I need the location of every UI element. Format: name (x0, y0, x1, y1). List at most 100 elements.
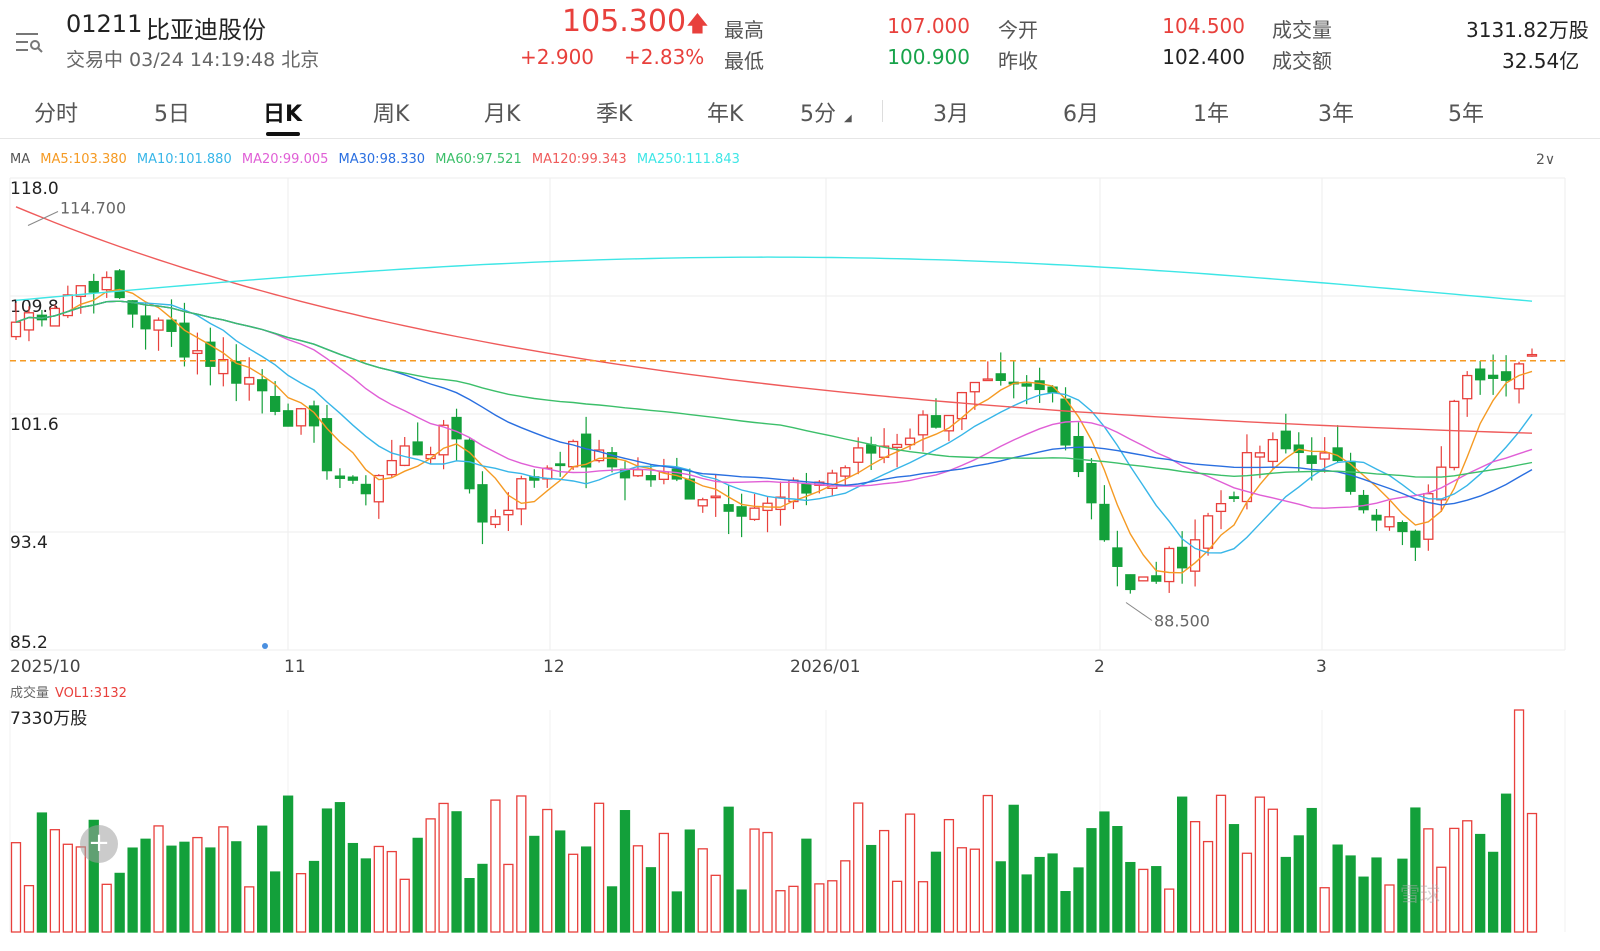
candle (153, 319, 164, 331)
volume-chart[interactable] (0, 700, 1600, 940)
candle (969, 381, 980, 393)
x-tick-label: 11 (284, 657, 306, 677)
volume-bar (1475, 833, 1486, 933)
volume-bar (658, 832, 670, 933)
candle (10, 321, 22, 338)
prev-close-value: 102.400 (1162, 45, 1245, 69)
candle (1202, 515, 1214, 549)
volume-bar (1099, 811, 1110, 933)
volume-bar (1189, 821, 1201, 933)
volume-bar (386, 850, 397, 933)
volume-bar (580, 846, 592, 933)
candle (347, 476, 359, 481)
tab-yearly-k[interactable]: 年K (707, 102, 744, 127)
volume-bar (917, 881, 929, 933)
candle (321, 418, 333, 472)
volume-bar (1254, 796, 1266, 933)
volume-bar (930, 851, 942, 933)
volume-bar (347, 842, 359, 933)
quote-header: 01211 比亚迪股份 交易中 03/24 14:19:48 北京 105.30… (0, 0, 1600, 80)
candle (1164, 547, 1175, 583)
candle (671, 468, 682, 480)
volume-bar (1306, 807, 1317, 933)
tab-intraday[interactable]: 分时 (34, 102, 79, 127)
volume-bar (788, 885, 799, 933)
volume-bar (671, 891, 682, 933)
volume-bar (866, 844, 877, 933)
volume-bar (1177, 796, 1188, 933)
tab-6month[interactable]: 6月 (1063, 102, 1099, 127)
candle (503, 509, 514, 516)
high-annotation: 114.700 (60, 198, 126, 217)
tab-3year[interactable]: 3年 (1318, 102, 1354, 127)
candle (1138, 576, 1149, 582)
volume-bar (1202, 840, 1214, 933)
tab-3month[interactable]: 3月 (933, 102, 969, 127)
volume-bar (1125, 861, 1136, 933)
candle (982, 378, 993, 382)
volume-bar (101, 883, 112, 933)
candle (1306, 455, 1317, 464)
menu-icon[interactable] (14, 30, 44, 54)
volume-bar (904, 813, 916, 933)
tab-divider (882, 100, 883, 122)
volume-bar (140, 838, 151, 933)
candle (1073, 435, 1084, 473)
tab-daily-k[interactable]: 日K (263, 102, 303, 127)
candle (62, 294, 73, 317)
volume-bar (179, 841, 190, 933)
candle (127, 300, 138, 315)
tab-5min[interactable]: 5分 ◢ (800, 102, 852, 127)
volume-bar (516, 795, 527, 933)
price-change: +2.900 (520, 45, 595, 69)
last-price: 105.300🡅 (562, 4, 709, 39)
volume-bar (982, 794, 993, 933)
candle (956, 391, 968, 420)
add-button[interactable]: + (80, 825, 118, 863)
volume-bar (1280, 856, 1291, 933)
tab-weekly-k[interactable]: 周K (373, 102, 410, 127)
volume-bar (827, 880, 838, 933)
volume-bar (166, 845, 177, 933)
volume-bar (1436, 866, 1447, 933)
tab-5year[interactable]: 5年 (1448, 102, 1484, 127)
volume-bar (88, 819, 99, 933)
tab-5day[interactable]: 5日 (154, 102, 190, 127)
candle (853, 447, 864, 463)
ma250-line (15, 256, 1533, 302)
candle (1500, 371, 1512, 381)
candle (451, 416, 462, 440)
low-value: 100.900 (887, 45, 970, 69)
volume-bar (1034, 856, 1045, 933)
tab-monthly-k[interactable]: 月K (484, 102, 521, 127)
y-tick-label: 85.2 (10, 633, 48, 653)
candle (1358, 494, 1369, 511)
candle (1228, 496, 1240, 500)
volume-bar (1267, 808, 1279, 933)
volume-bar (619, 810, 631, 933)
tab-1year[interactable]: 1年 (1193, 102, 1229, 127)
candle (1086, 462, 1097, 504)
ma-line (15, 288, 1533, 574)
candle (257, 379, 268, 392)
tab-quarterly-k[interactable]: 季K (596, 102, 633, 127)
candle (360, 483, 371, 495)
volume-bar (192, 836, 203, 933)
ma-settings-toggle[interactable]: 2∨ (1536, 152, 1556, 168)
volume-bar (425, 818, 436, 933)
candle (1280, 430, 1291, 450)
volume-bar (1138, 868, 1149, 933)
volume-bar (218, 826, 229, 933)
candle (632, 469, 644, 477)
volume-bar (710, 874, 721, 933)
candle (23, 312, 35, 331)
volume-bar (1086, 828, 1097, 933)
volume-bar (1384, 884, 1395, 933)
ma-line (15, 300, 1533, 509)
candle (606, 452, 618, 468)
candle (218, 358, 229, 375)
volume-bar (1073, 867, 1084, 933)
kline-chart[interactable]: 118.0 109.8 101.6 93.4 85.2 2025/10 11 12 2026/0… (0, 170, 1600, 680)
ma-title: MA (10, 152, 31, 167)
candle (1151, 575, 1162, 582)
